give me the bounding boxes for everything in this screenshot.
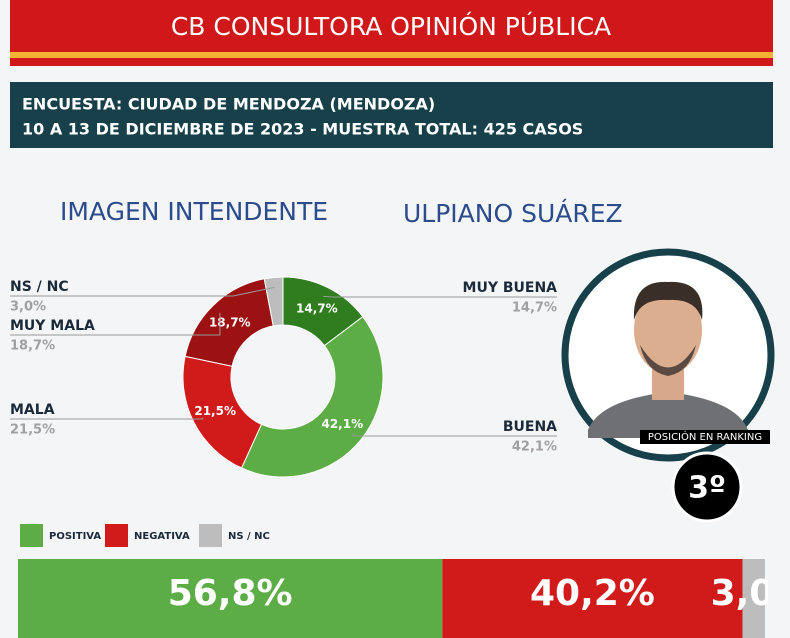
ranking-band bbox=[640, 430, 770, 444]
category-label: NS / NC bbox=[10, 279, 69, 295]
slice-label: 21,5% bbox=[194, 404, 236, 418]
legend-label: NS / NC bbox=[228, 531, 270, 542]
ranking-label: POSICIÓN EN RANKING bbox=[648, 430, 762, 443]
slice-label: 18,7% bbox=[209, 315, 251, 329]
stripe bbox=[10, 52, 773, 58]
ranking-badge bbox=[671, 451, 743, 523]
donut-slice bbox=[182, 355, 263, 469]
leader-line bbox=[352, 433, 557, 437]
info-band bbox=[10, 82, 773, 148]
bar-label: 56,8% bbox=[168, 573, 293, 614]
value-label: 42,1% bbox=[512, 440, 557, 455]
legend-swatch bbox=[20, 524, 43, 547]
value-label: 14,7% bbox=[512, 301, 557, 316]
title-band bbox=[10, 0, 773, 52]
heading: IMAGEN INTENDENTE bbox=[60, 197, 328, 226]
legend-swatch bbox=[199, 524, 222, 547]
stripe bbox=[10, 58, 773, 66]
charts: 14,7% MUY BUENA 14,7% 42,1% BUENA 42,1% 21,5% M… bbox=[10, 276, 790, 638]
legend-swatch bbox=[105, 524, 128, 547]
legend-label: NEGATIVA bbox=[134, 531, 190, 542]
bar-segment bbox=[442, 559, 743, 638]
details: 10 A 13 DE DICIEMBRE DE 2023 - MUESTRA T… bbox=[22, 120, 583, 139]
leader-line bbox=[10, 417, 204, 420]
donut-slice bbox=[263, 276, 284, 327]
bar-label: 40,2% bbox=[530, 573, 655, 614]
slice-label: 14,7% bbox=[296, 301, 338, 315]
title: CB CONSULTORA OPINIÓN PÚBLICA bbox=[171, 11, 611, 41]
category-label: MUY BUENA bbox=[463, 280, 558, 296]
value-label: 21,5% bbox=[10, 423, 55, 438]
bar-segment bbox=[18, 559, 443, 638]
stacked-bar: 56,8% 40,2% 3,0% bbox=[18, 559, 790, 638]
value-label: 3,0% bbox=[10, 300, 46, 315]
category-label: BUENA bbox=[503, 419, 557, 435]
donut-slice bbox=[240, 316, 384, 478]
photo bbox=[561, 248, 775, 462]
ranking: 3º bbox=[688, 471, 726, 506]
slice-label: 42,1% bbox=[321, 417, 363, 431]
legend-label: POSITIVA bbox=[49, 531, 101, 542]
value-label: 18,7% bbox=[10, 339, 55, 354]
leader-line bbox=[10, 312, 221, 336]
leader-line bbox=[10, 286, 275, 297]
category-label: MUY MALA bbox=[10, 318, 95, 334]
survey: ENCUESTA: CIUDAD DE MENDOZA (MENDOZA) bbox=[22, 95, 435, 114]
bar-segment bbox=[742, 559, 765, 638]
candidate-name: ULPIANO SUÁREZ bbox=[403, 199, 623, 228]
bar-label: 3,0% bbox=[711, 573, 790, 614]
category-label: MALA bbox=[10, 402, 55, 418]
leader-line bbox=[323, 295, 557, 298]
